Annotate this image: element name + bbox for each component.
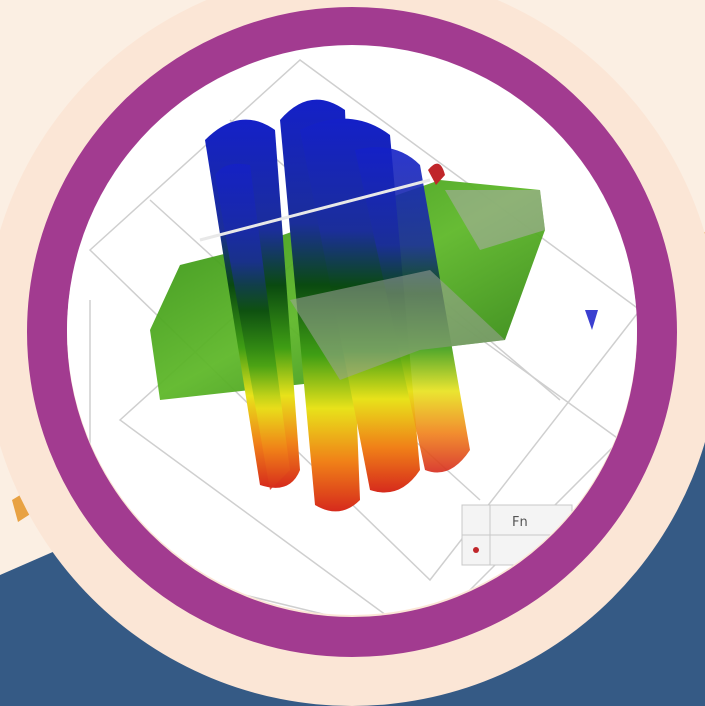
inset-label: Fn [512,515,528,530]
purple-ring [27,7,677,657]
